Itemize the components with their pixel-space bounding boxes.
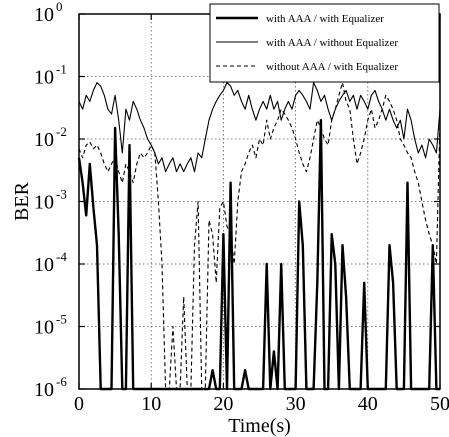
x-tick-label: 50 — [430, 393, 449, 415]
x-tick-label: 10 — [141, 393, 161, 415]
x-tick-label: 20 — [213, 393, 233, 415]
y-tick-label: 10 — [34, 192, 54, 214]
y-tick-exponent: -6 — [56, 374, 67, 389]
series-line-1 — [77, 118, 440, 391]
legend: with AAA / with Equalizer with AAA / with… — [209, 3, 440, 83]
y-tick-label: 10 — [34, 67, 54, 89]
x-tick-label: 40 — [358, 393, 378, 415]
x-axis-title: Time(s) — [228, 415, 291, 437]
y-tick-label: 10 — [34, 129, 54, 151]
y-tick-exponent: 0 — [56, 0, 63, 14]
x-tick-label: 0 — [74, 393, 84, 415]
x-tick-label: 30 — [286, 393, 306, 415]
y-tick-exponent: -3 — [56, 187, 67, 202]
series-line-2 — [78, 82, 441, 173]
series-line-3 — [78, 82, 441, 390]
series-lines — [77, 82, 441, 391]
y-tick-label: 10 — [34, 254, 54, 276]
y-tick-label: 10 — [34, 4, 54, 26]
legend-label: without AAA / with Equalizer — [266, 61, 398, 73]
y-tick-exponent: -1 — [56, 62, 67, 77]
y-tick-exponent: -2 — [56, 124, 67, 139]
y-tick-exponent: -4 — [56, 249, 67, 264]
legend-label: with AAA / without Equalizer — [266, 37, 398, 49]
y-tick-label: 10 — [34, 379, 54, 401]
y-axis-title: BER — [11, 181, 33, 221]
legend-label: with AAA / with Equalizer — [266, 13, 384, 25]
y-tick-exponent: -5 — [56, 312, 67, 327]
y-tick-label: 10 — [34, 317, 54, 339]
